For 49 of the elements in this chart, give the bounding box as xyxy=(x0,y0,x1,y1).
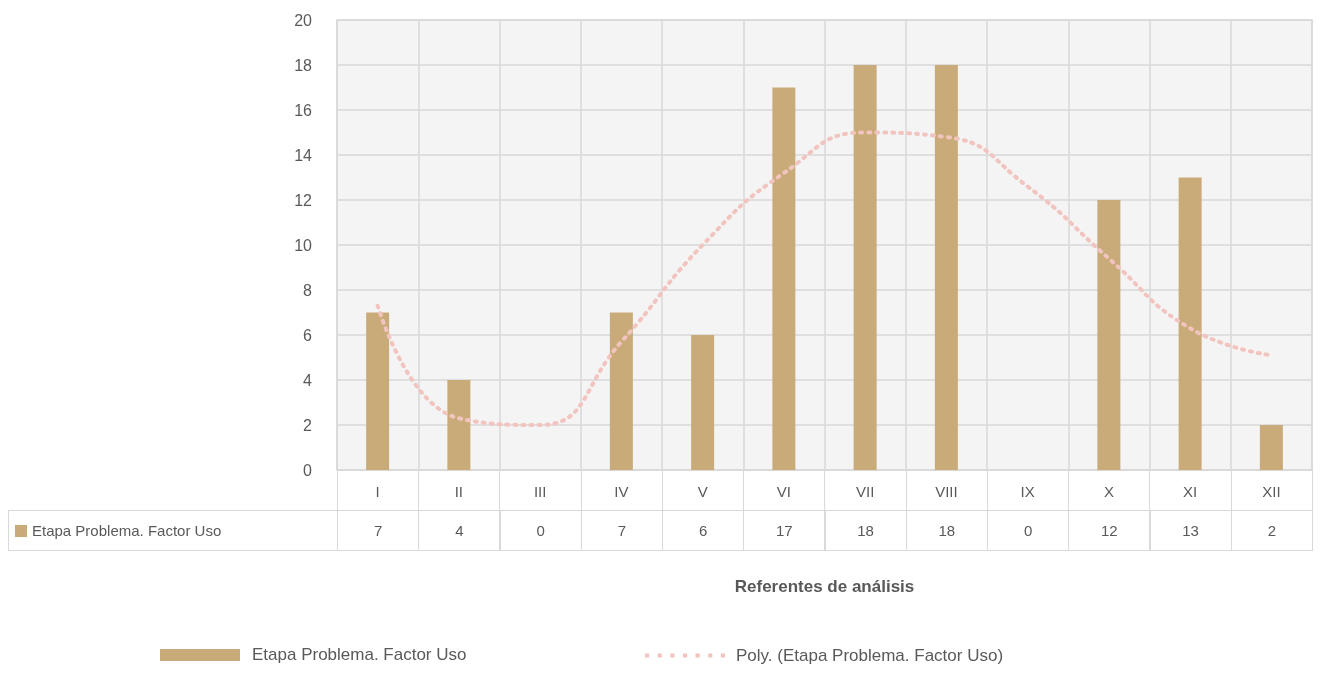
data-label: 18 xyxy=(905,510,988,551)
data-label: 12 xyxy=(1068,510,1151,551)
x-tick-label: XII xyxy=(1262,483,1281,500)
data-label: 13 xyxy=(1149,510,1232,551)
x-tick-label: II xyxy=(454,483,464,500)
x-tick-label: V xyxy=(697,483,708,500)
bar xyxy=(853,65,877,470)
legend-label: Poly. (Etapa Problema. Factor Uso) xyxy=(736,646,1004,665)
y-tick-label: 18 xyxy=(294,56,313,74)
text: Etapa Problema. Factor Uso xyxy=(252,645,467,664)
y-tick-label: 20 xyxy=(294,11,313,29)
y-tick-label: 0 xyxy=(303,461,313,479)
data-label: 0 xyxy=(987,510,1070,551)
y-tick-label: 16 xyxy=(294,101,313,119)
x-tick-label: IV xyxy=(614,483,629,500)
bar xyxy=(1259,425,1283,470)
legend-label: Etapa Problema. Factor Uso xyxy=(32,522,222,539)
x-tick-label: I xyxy=(375,483,380,500)
data-label: 7 xyxy=(580,510,663,551)
data-label: 0 xyxy=(499,510,582,551)
data-label: 7 xyxy=(337,510,420,551)
y-tick-label: 2 xyxy=(303,416,313,434)
x-tick-label: IX xyxy=(1020,483,1035,500)
data-label: 2 xyxy=(1230,510,1313,551)
bar xyxy=(1097,200,1121,470)
bar xyxy=(1178,177,1202,470)
y-tick-label: 4 xyxy=(303,371,313,389)
x-axis-title: Referentes de análisis xyxy=(734,577,915,596)
y-tick-label: 10 xyxy=(294,236,313,254)
x-tick-label: XI xyxy=(1183,483,1198,500)
y-tick-label: 12 xyxy=(294,191,313,209)
data-label: 18 xyxy=(824,510,907,551)
y-tick-label: 6 xyxy=(303,326,313,344)
bar xyxy=(772,87,796,470)
x-tick-label: X xyxy=(1103,483,1114,500)
y-tick-label: 14 xyxy=(294,146,313,164)
data-label: 4 xyxy=(418,510,501,551)
bar xyxy=(934,65,958,470)
data-label: 6 xyxy=(662,510,745,551)
y-tick-label: 8 xyxy=(303,281,313,299)
bar xyxy=(609,312,633,470)
bar xyxy=(691,335,715,470)
x-tick-label: VI xyxy=(776,483,791,500)
x-tick-label: VIII xyxy=(935,483,958,500)
data-label: 17 xyxy=(743,510,826,551)
x-tick-label: III xyxy=(533,483,547,500)
bar xyxy=(447,380,471,470)
bar xyxy=(366,312,390,470)
x-tick-label: VII xyxy=(855,483,875,500)
